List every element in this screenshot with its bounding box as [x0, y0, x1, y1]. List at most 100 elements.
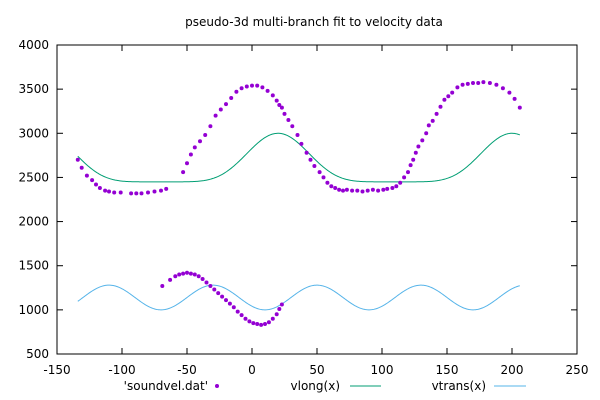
- data-point: [112, 190, 117, 195]
- x-tick-label: -150: [43, 363, 70, 377]
- x-tick-label: -100: [108, 363, 135, 377]
- x-axis: -150 -100 -50 0 50 100 150 200 250: [43, 45, 588, 377]
- data-point: [512, 96, 517, 101]
- data-point: [455, 85, 460, 90]
- data-point: [90, 178, 95, 183]
- data-point: [402, 175, 407, 180]
- data-point: [129, 191, 134, 196]
- data-point: [471, 80, 475, 85]
- data-point: [231, 305, 236, 310]
- legend-label-2: vtrans(x): [432, 379, 486, 393]
- data-point: [370, 187, 375, 192]
- data-point: [97, 186, 102, 191]
- data-point: [263, 321, 267, 326]
- data-point: [413, 150, 418, 155]
- data-point: [220, 294, 225, 299]
- data-point: [355, 188, 360, 193]
- data-point: [274, 312, 279, 317]
- data-point: [255, 83, 260, 88]
- data-point: [177, 272, 182, 277]
- data-point: [337, 187, 342, 192]
- data-point: [450, 90, 455, 95]
- data-point: [134, 191, 139, 196]
- data-point: [188, 152, 193, 157]
- data-point: [416, 144, 421, 149]
- data-point: [152, 189, 157, 194]
- data-point: [317, 170, 322, 175]
- data-point: [481, 80, 486, 85]
- y-tick-label: 2500: [18, 170, 49, 184]
- data-point: [270, 93, 275, 98]
- x-tick-label: 150: [436, 363, 459, 377]
- data-point: [164, 186, 169, 191]
- y-tick-label: 3000: [18, 126, 49, 140]
- data-point: [208, 284, 213, 289]
- data-point: [304, 150, 309, 155]
- data-point: [159, 188, 163, 193]
- data-point: [487, 80, 492, 85]
- data-point: [321, 175, 326, 180]
- y-tick-label: 2000: [18, 215, 49, 229]
- data-point: [390, 186, 395, 191]
- x-tick-label: 250: [566, 363, 589, 377]
- data-point: [329, 184, 334, 189]
- data-point: [494, 82, 499, 87]
- data-point: [185, 270, 189, 275]
- data-point: [270, 316, 275, 321]
- data-point: [312, 163, 317, 168]
- data-point: [239, 313, 244, 318]
- data-point: [394, 184, 399, 189]
- data-point: [234, 89, 239, 94]
- data-point: [79, 165, 84, 170]
- data-point: [426, 123, 431, 128]
- legend-label-0: 'soundvel.dat': [124, 379, 208, 393]
- data-point: [360, 189, 365, 194]
- data-point: [376, 188, 381, 193]
- data-point: [203, 133, 208, 138]
- data-point: [118, 190, 123, 195]
- data-point: [243, 316, 248, 321]
- data-point: [181, 271, 186, 276]
- data-point: [282, 111, 287, 116]
- legend-label-1: vlong(x): [291, 379, 340, 393]
- data-point: [224, 298, 228, 303]
- x-tick-label: 50: [309, 363, 324, 377]
- data-point: [430, 118, 435, 123]
- data-point: [517, 105, 522, 110]
- data-point: [420, 138, 425, 143]
- y-axis: 500 1000 1500 2000 2500 3000 3500 4000: [18, 38, 577, 361]
- data-point: [507, 90, 512, 95]
- data-point: [325, 180, 330, 185]
- data-point: [406, 170, 410, 175]
- x-tick-label: -50: [177, 363, 197, 377]
- data-point: [247, 319, 252, 324]
- y-tick-label: 4000: [18, 38, 49, 52]
- data-point: [84, 173, 89, 178]
- data-point: [185, 161, 189, 166]
- data-point: [198, 139, 202, 144]
- data-point: [181, 170, 186, 175]
- data-point: [213, 113, 218, 118]
- data-point: [299, 141, 304, 146]
- data-point: [212, 287, 217, 292]
- data-point: [341, 188, 345, 193]
- data-point: [188, 271, 193, 276]
- data-point: [192, 272, 197, 277]
- data-point: [398, 180, 403, 185]
- data-point: [139, 191, 144, 196]
- data-point: [146, 190, 150, 195]
- axes-frame: [56, 44, 578, 355]
- y-tick-label: 1500: [18, 259, 49, 273]
- data-point: [244, 84, 249, 89]
- data-point: [411, 157, 416, 162]
- data-point: [266, 320, 271, 325]
- data-point: [274, 98, 279, 103]
- data-point: [103, 188, 108, 193]
- data-point: [227, 301, 232, 306]
- data-point: [460, 82, 465, 87]
- data-point: [476, 80, 481, 85]
- data-point: [277, 103, 282, 108]
- series-line-vtransx: [77, 284, 520, 311]
- data-point: [196, 274, 201, 279]
- data-point: [235, 309, 240, 314]
